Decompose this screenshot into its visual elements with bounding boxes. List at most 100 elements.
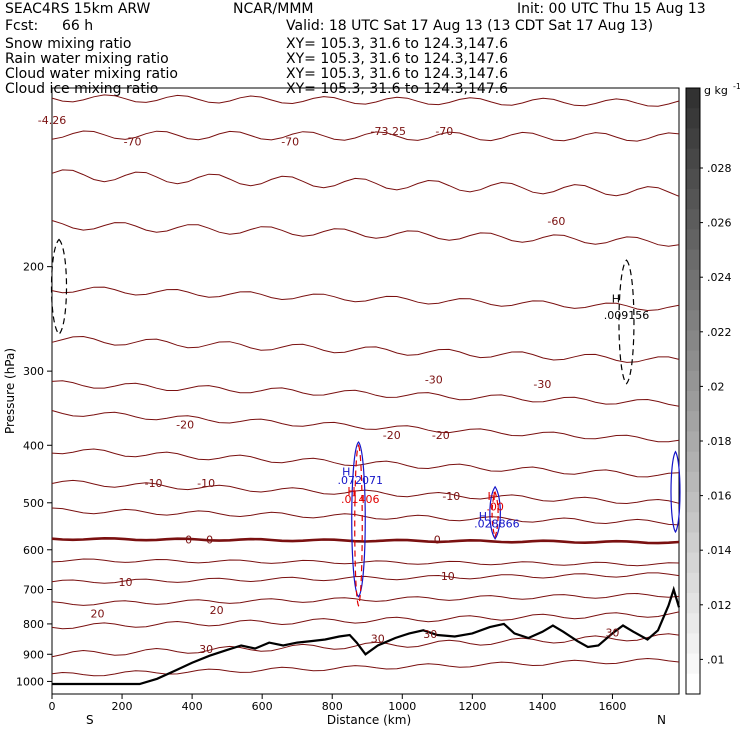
isotherm-line	[51, 558, 680, 567]
legend-cloud-ice-name: Cloud ice mixing ratio	[5, 81, 158, 97]
isotherm-line	[51, 286, 680, 312]
model-title: SEAC4RS 15km ARW	[5, 1, 151, 17]
y-axis: 200 300 400 500 600 700 800 900 1000	[16, 261, 52, 688]
contour-labels: -4.26 -70 -70 -73.25 -70 -60 -30 -30 -20 -20 -20 -1…	[38, 114, 620, 656]
y-tick-label: 600	[23, 544, 44, 557]
isotherm-line	[51, 479, 680, 505]
colorbar-swatch	[686, 189, 700, 210]
colorbar-swatch	[686, 613, 700, 634]
colorbar-swatch	[686, 411, 700, 432]
max-annotation: H	[612, 293, 620, 306]
colorbar-swatch	[686, 168, 700, 190]
x-tick-label: 600	[252, 700, 273, 713]
colorbar-swatch	[686, 552, 700, 574]
isotherm-line	[51, 572, 680, 584]
colorbar-swatch	[686, 431, 700, 453]
x-right-endpoint: N	[657, 713, 666, 727]
x-tick-label: 0	[49, 700, 56, 713]
colorbar-swatch	[686, 310, 700, 331]
contour-label: -10	[145, 477, 163, 490]
colorbar-tick-label: .012	[707, 599, 732, 612]
colorbar-swatch	[686, 128, 700, 150]
contour-label: -20	[432, 429, 450, 442]
max-annotation: H	[479, 510, 487, 523]
colorbar: .028 .026 .024 .022 .02 .018 .016 .014 .012 .01	[685, 87, 732, 695]
cloud-water-contour	[351, 441, 366, 598]
y-tick-label: 900	[23, 648, 44, 661]
y-tick-label: 500	[23, 497, 44, 510]
legend-rain-name: Rain water mixing ratio	[5, 51, 169, 67]
isotherm-line	[51, 611, 680, 630]
colorbar-swatch	[686, 269, 700, 291]
terrain-profile	[52, 585, 681, 686]
valid-time: Valid: 18 UTC Sat 17 Aug 13 (13 CDT Sat …	[286, 18, 653, 34]
contour-label: 30	[371, 633, 385, 646]
colorbar-swatch	[686, 209, 700, 230]
contour-label: -60	[547, 215, 565, 228]
contour-label: -10	[442, 490, 460, 503]
max-annotation: .072071	[337, 474, 383, 487]
isotherm-line	[51, 130, 680, 142]
colorbar-swatch	[686, 88, 700, 109]
snow-contour	[618, 259, 635, 385]
contour-label: 0	[185, 533, 192, 546]
contour-label: -70	[281, 136, 299, 149]
rain-water-contour	[491, 490, 499, 539]
isotherm-line	[51, 657, 680, 677]
x-tick-label: 800	[322, 700, 343, 713]
plot-frame	[51, 87, 680, 695]
colorbar-swatch	[686, 350, 700, 372]
colorbar-swatch	[686, 330, 700, 352]
isotherm-line	[51, 410, 680, 443]
legend-cloud-ice-xy: XY= 105.3, 31.6 to 124.3,147.6	[286, 81, 508, 97]
x-tick-label: 200	[112, 700, 133, 713]
contour-label: 0	[434, 533, 441, 546]
isotherm-line	[51, 94, 680, 107]
isotherm-contours	[51, 94, 680, 677]
colorbar-tick-label: .02	[707, 380, 725, 393]
colorbar-swatch	[686, 633, 700, 655]
contour-label: 0	[206, 533, 213, 546]
y-tick-label: 300	[23, 365, 44, 378]
y-tick-label: 400	[23, 439, 44, 452]
contour-label: -73.25	[371, 125, 406, 138]
contour-label: -4.26	[38, 114, 66, 127]
colorbar-swatch	[686, 391, 700, 412]
contour-label: -20	[383, 429, 401, 442]
colorbar-swatch	[686, 471, 700, 493]
x-left-endpoint: S	[86, 713, 94, 727]
colorbar-swatch	[686, 108, 700, 129]
colorbar-units-exponent: -1	[733, 82, 740, 91]
colorbar-swatch	[686, 229, 700, 251]
x-axis: 0 200 400 600 800 1000 1200 1400 1600	[49, 694, 626, 713]
contour-label: -20	[176, 419, 194, 432]
max-annotation: .028866	[474, 517, 520, 530]
hydrometeor-contours	[50, 238, 681, 607]
isotherm-line	[51, 220, 680, 247]
legend-snow-name: Snow mixing ratio	[5, 36, 131, 52]
colorbar-tick-label: .026	[707, 217, 732, 230]
y-tick-label: 200	[23, 261, 44, 274]
colorbar-tick-label: .022	[707, 326, 732, 339]
colorbar-swatch	[686, 653, 700, 675]
contour-label: -70	[124, 136, 142, 149]
colorbar-swatch	[686, 572, 700, 594]
isotherm-line	[51, 335, 680, 363]
colorbar-swatch	[686, 148, 700, 170]
max-annotation: H	[347, 485, 355, 498]
contour-label: -30	[425, 374, 443, 387]
y-tick-label: 1000	[16, 675, 44, 688]
x-tick-label: 1400	[528, 700, 556, 713]
contour-label: 10	[441, 570, 455, 583]
legend-rain-xy: XY= 105.3, 31.6 to 124.3,147.6	[286, 51, 508, 67]
y-axis-label: Pressure (hPa)	[3, 348, 17, 434]
isotherm-line	[51, 380, 680, 407]
isotherm-line	[51, 448, 680, 478]
rain-water-contour	[354, 443, 363, 607]
cloud-water-contour	[670, 450, 681, 534]
y-tick-label: 700	[23, 584, 44, 597]
contour-label: 20	[210, 604, 224, 617]
colorbar-tick-label: .014	[707, 544, 732, 557]
forecast-label: Fcst:	[5, 18, 38, 34]
